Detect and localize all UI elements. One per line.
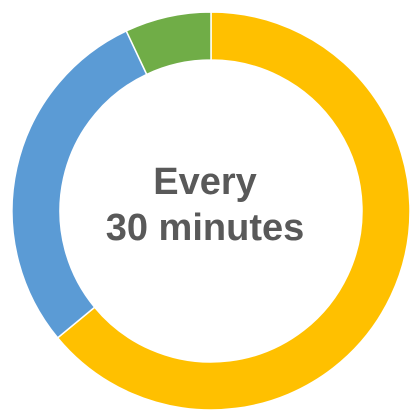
center-label-line-2: 30 minutes: [105, 207, 305, 249]
donut-slice-1: [56, 11, 410, 410]
center-label-line-1: Every: [153, 161, 257, 203]
donut-slice-3: [125, 11, 212, 76]
